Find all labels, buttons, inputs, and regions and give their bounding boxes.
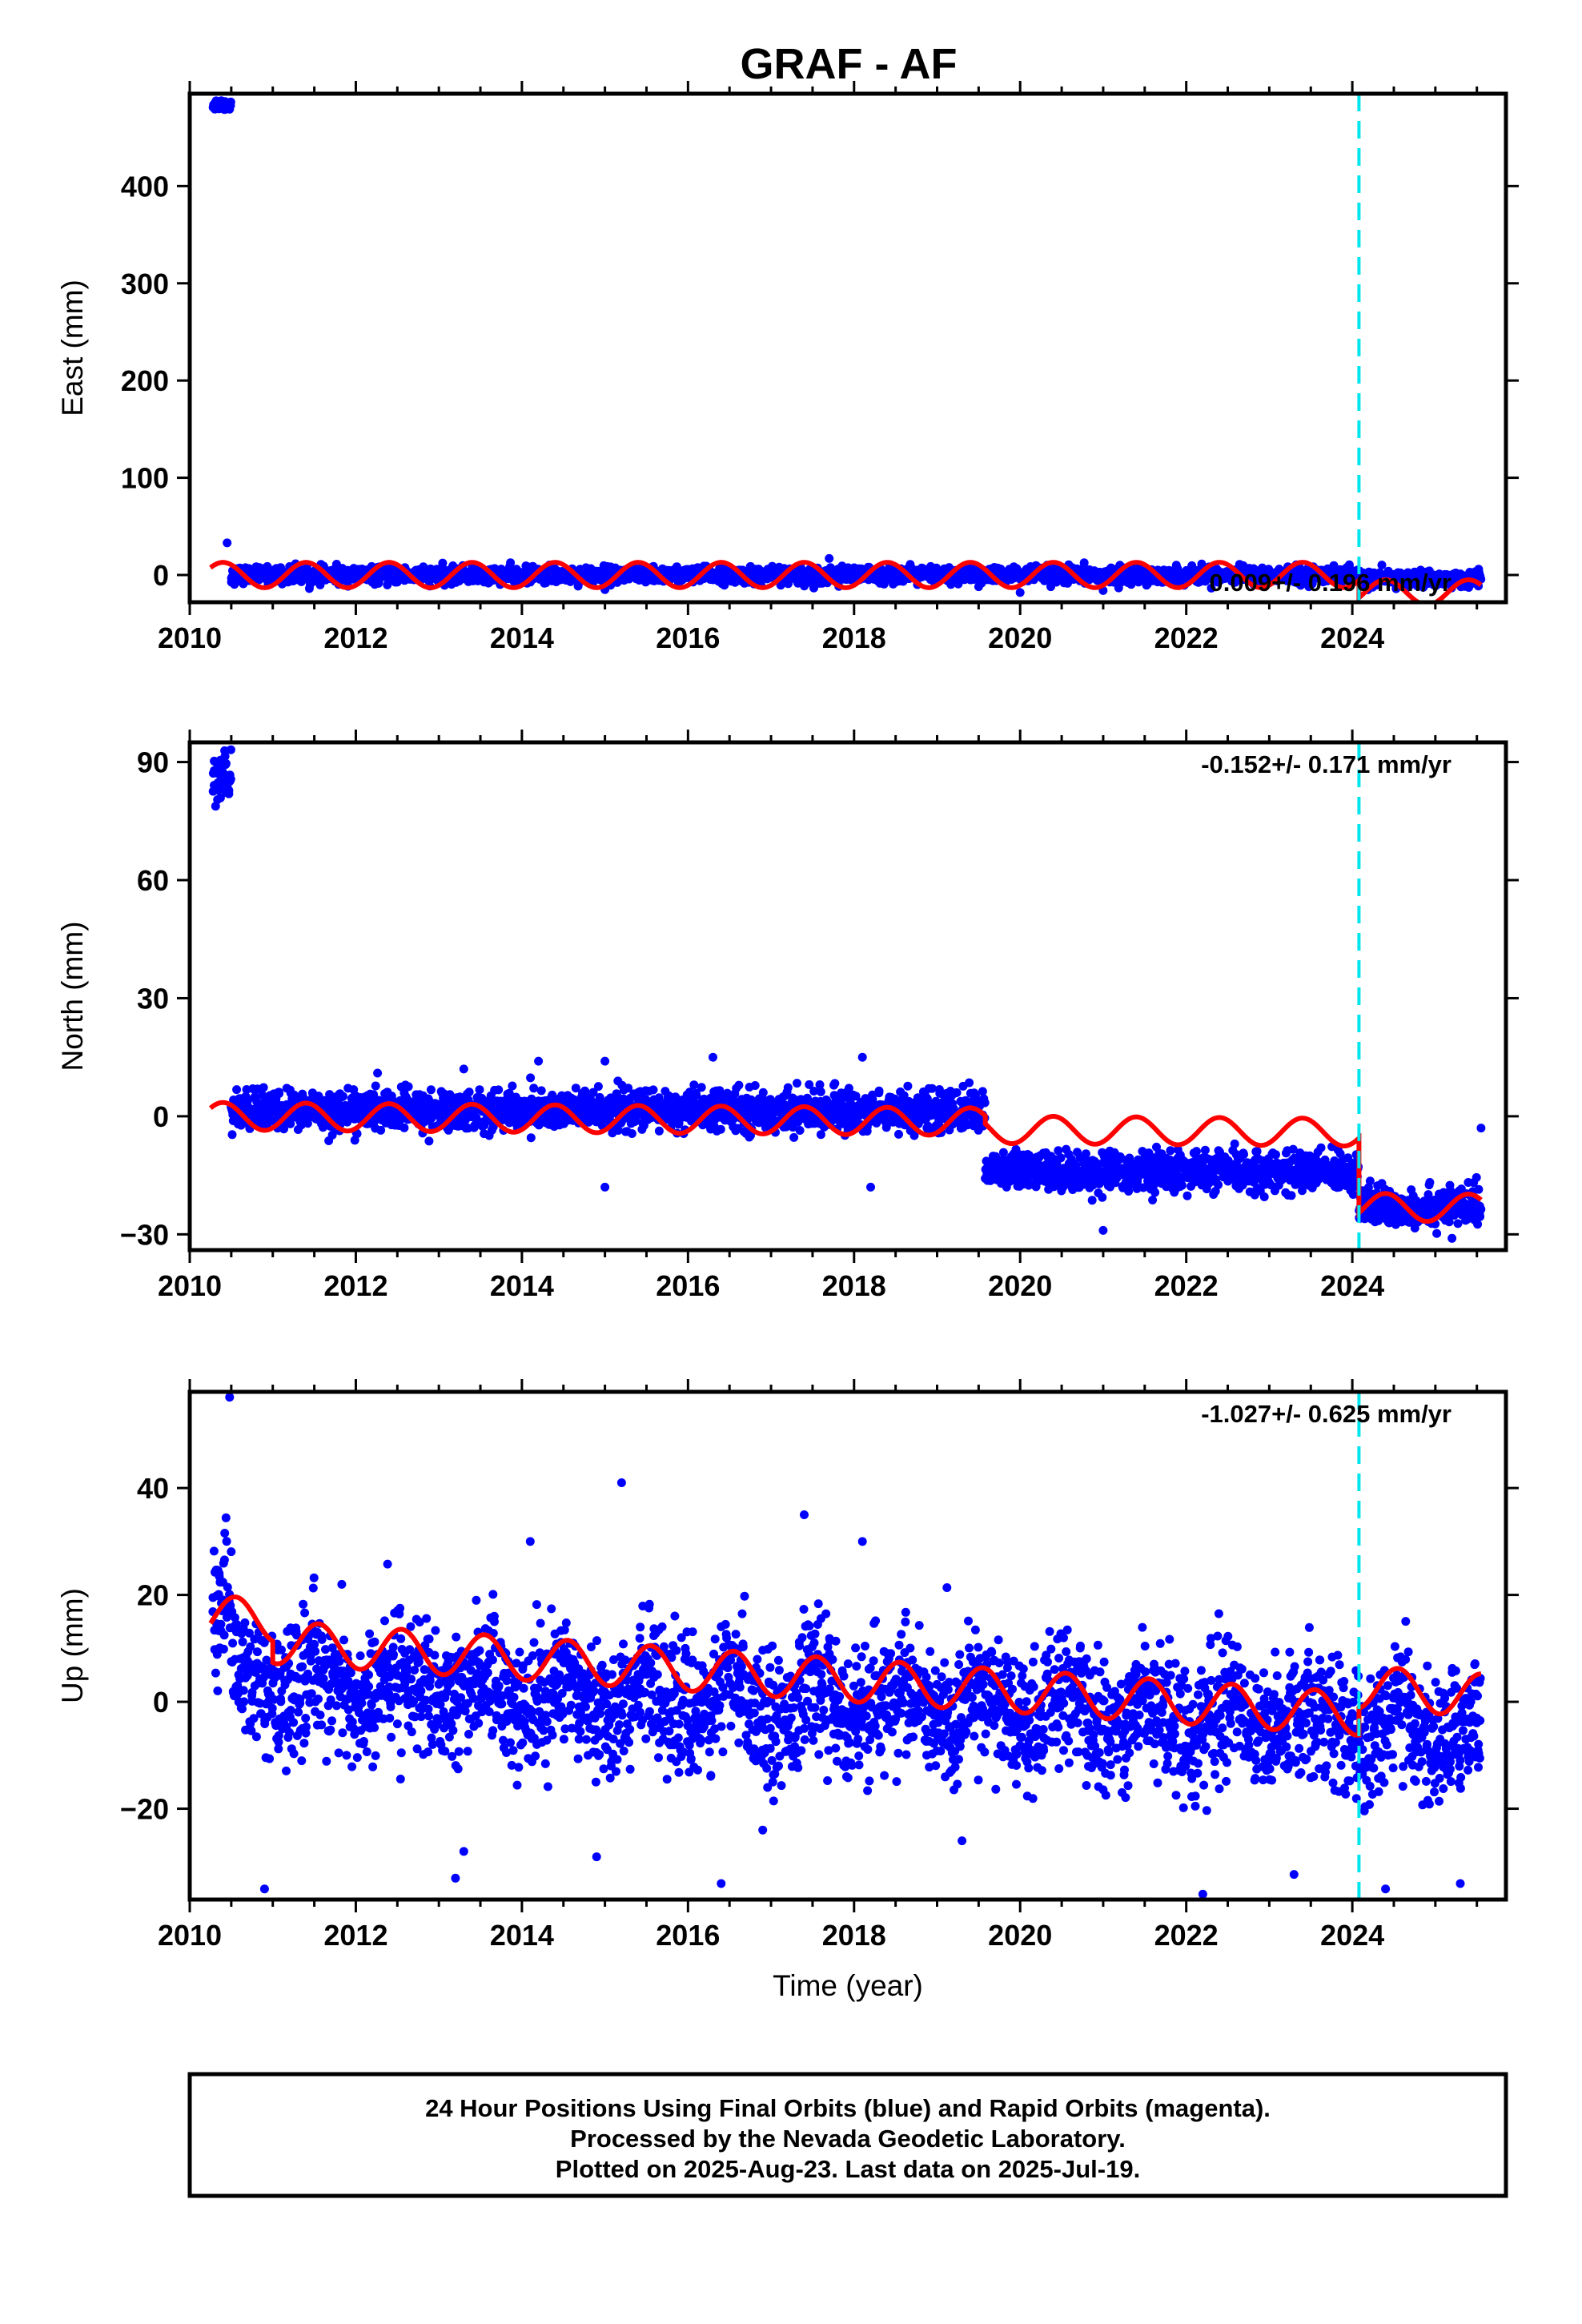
north-point (894, 1129, 903, 1139)
east-x-tick-label: 2014 (490, 621, 554, 654)
east-outlier-point (223, 538, 232, 548)
north-point (404, 1082, 413, 1092)
north-point (373, 1068, 383, 1078)
north-point (783, 1083, 793, 1092)
north-point (339, 1092, 347, 1101)
north-point (224, 789, 234, 798)
north-point (874, 1086, 884, 1096)
north-point (464, 1088, 474, 1097)
east-y-tick-label: 100 (121, 462, 169, 495)
north-point (508, 1081, 517, 1091)
east-x-tick-label: 2020 (988, 621, 1052, 654)
east-point (1051, 577, 1061, 587)
east-x-tick-label: 2024 (1320, 621, 1384, 654)
north-point (952, 1088, 962, 1097)
north-point (830, 1079, 840, 1088)
east-point (506, 558, 516, 568)
north-point (716, 1124, 725, 1134)
north-point (536, 1086, 546, 1096)
east-final-orbit-points (208, 96, 1486, 597)
north-point (475, 1085, 484, 1095)
east-outlier-point (1015, 588, 1025, 597)
east-outlier-point (974, 582, 983, 592)
north-point (793, 1079, 801, 1088)
east-x-tick-label: 2016 (656, 621, 720, 654)
north-point (226, 774, 235, 784)
north-point (376, 1125, 386, 1135)
north-point (816, 1087, 825, 1096)
north-point (734, 1080, 744, 1090)
north-point (750, 1081, 760, 1090)
east-point (226, 97, 235, 107)
north-point (526, 1133, 536, 1143)
east-x-tick-label: 2010 (158, 621, 222, 654)
east-y-tick-label: 400 (121, 170, 169, 203)
north-point (494, 1085, 504, 1095)
north-panel: 2010 2012 2014 2016 2018 2020 2022 2024−3003060… (56, 730, 1519, 1302)
east-point (1197, 559, 1207, 569)
east-y-tick-label: 300 (121, 267, 169, 300)
east-x-tick-label: 2018 (822, 621, 886, 654)
north-point (689, 1080, 699, 1090)
east-plot-frame (187, 91, 1508, 605)
north-point (697, 1083, 706, 1092)
north-point (789, 1132, 799, 1142)
north-point (226, 745, 235, 754)
north-point (371, 1081, 380, 1091)
north-point (259, 1083, 268, 1092)
figure-title: GRAF - AF (741, 40, 958, 88)
north-point (424, 1136, 434, 1146)
north-point (232, 1085, 242, 1095)
east-point (438, 558, 448, 568)
east-y-tick-label: 200 (121, 364, 169, 397)
north-point (526, 1073, 536, 1083)
east-rate-label: 0.009+/- 0.196 mm/yr (1210, 569, 1452, 597)
north-final-orbit-points (208, 745, 1486, 1243)
north-point (275, 1089, 284, 1098)
north-point (529, 1084, 539, 1093)
north-point (965, 1078, 974, 1088)
east-x-tick-label: 2012 (323, 621, 387, 654)
east-point (1207, 583, 1216, 593)
east-outlier-point (825, 553, 834, 563)
north-point (426, 1085, 436, 1095)
east-y-tick-label: 0 (153, 559, 169, 592)
north-point (903, 1081, 913, 1091)
north-point (654, 1126, 664, 1136)
north-point (648, 1085, 658, 1095)
east-x-tick-label: 2022 (1154, 621, 1219, 654)
north-point (227, 1130, 237, 1140)
north-point (593, 1082, 603, 1092)
east-y-axis-label: East (mm) (56, 279, 89, 416)
north-point (400, 1123, 409, 1132)
north-point (627, 1129, 636, 1138)
north-point (221, 758, 231, 768)
north-point (795, 1126, 805, 1135)
east-panel: 2010 2012 2014 2016 2018 2020 2022 2024 0 100 200 3… (56, 81, 1519, 654)
